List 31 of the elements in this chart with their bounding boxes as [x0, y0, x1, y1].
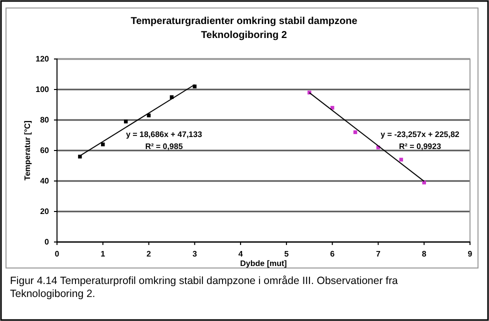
y-tick-label: 20	[40, 207, 50, 216]
x-tick-label: 0	[54, 250, 60, 259]
point	[78, 154, 82, 158]
point	[124, 120, 128, 124]
x-tick-label: 8	[422, 250, 427, 259]
x-tick-label: 3	[192, 250, 198, 259]
x-tick-label: 5	[284, 250, 290, 259]
x-tick-label: 9	[468, 250, 473, 259]
y-tick-label: 40	[40, 176, 50, 186]
y-tick-label: 100	[36, 85, 50, 94]
annotation: R² = 0,9923	[398, 142, 442, 151]
x-tick-label: 4	[238, 250, 244, 259]
x-tick-label: 1	[100, 250, 106, 259]
x-axis-title: Dybde [mut]	[240, 259, 288, 268]
point	[146, 114, 151, 118]
annotation: y = -23,257x + 225,82	[380, 130, 460, 139]
y-tick-label: 60	[40, 146, 50, 156]
y-tick-label: 120	[36, 54, 50, 64]
y-tick-label: 80	[40, 116, 50, 125]
x-tick-label: 2	[146, 250, 152, 259]
annotation: R² = 0,985	[145, 142, 184, 151]
x-tick-label: 7	[376, 250, 381, 259]
annotation: y = 18,686x + 47,133	[126, 130, 203, 139]
chart-subtitle: Teknologiboring 2	[201, 30, 288, 41]
text: Figur 4.14 Temperaturprofil omkring stabil dampzone i område III. Observationer fra Teknologiboring 2.	[10, 275, 398, 300]
point	[422, 180, 426, 184]
x-tick-label: 6	[330, 250, 336, 259]
point	[101, 142, 105, 146]
y-tick-label: 0	[44, 238, 50, 247]
y-axis-title: Temperatur [°C]	[23, 120, 32, 180]
chart-title: Temperaturgradienter omkring stabil dampzone	[130, 16, 358, 27]
